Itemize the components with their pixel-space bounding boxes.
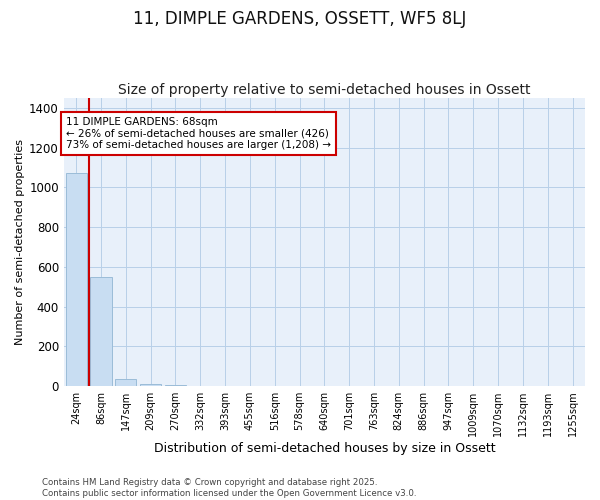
Text: Contains HM Land Registry data © Crown copyright and database right 2025.
Contai: Contains HM Land Registry data © Crown c… (42, 478, 416, 498)
Text: 11, DIMPLE GARDENS, OSSETT, WF5 8LJ: 11, DIMPLE GARDENS, OSSETT, WF5 8LJ (133, 10, 467, 28)
Bar (91, 277, 112, 386)
X-axis label: Distribution of semi-detached houses by size in Ossett: Distribution of semi-detached houses by … (154, 442, 495, 455)
Y-axis label: Number of semi-detached properties: Number of semi-detached properties (15, 139, 25, 345)
Bar (140, 384, 161, 386)
Bar (65, 172, 87, 386)
Text: 11 DIMPLE GARDENS: 68sqm
← 26% of semi-detached houses are smaller (426)
73% of : 11 DIMPLE GARDENS: 68sqm ← 26% of semi-d… (66, 117, 331, 150)
Bar (115, 379, 136, 386)
Title: Size of property relative to semi-detached houses in Ossett: Size of property relative to semi-detach… (118, 83, 530, 97)
